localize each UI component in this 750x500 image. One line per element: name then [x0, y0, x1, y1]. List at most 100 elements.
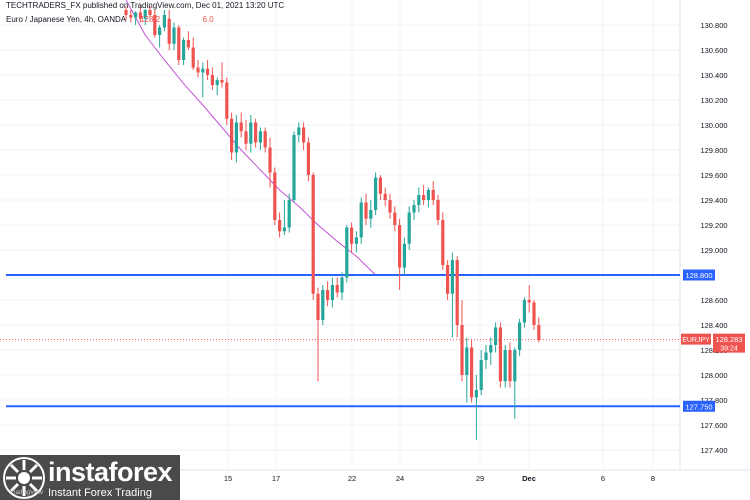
symbol-badge — [681, 333, 711, 345]
candle-body — [196, 67, 200, 73]
candle-body — [186, 40, 190, 48]
candle-body — [287, 200, 291, 228]
candle-body — [162, 15, 166, 28]
symbol-title: Euro / Japanese Yen, 4h, OANDA 128.2 6.0 — [6, 15, 214, 24]
candle-body — [302, 127, 306, 143]
candle-body — [407, 212, 411, 244]
instaforex-brand: instaforex — [48, 457, 173, 487]
candle-body — [441, 220, 445, 265]
date-tick-label: 24 — [396, 474, 404, 483]
level-price-badge — [683, 269, 715, 281]
candle-body — [158, 27, 162, 35]
candle-body — [210, 75, 214, 85]
candle-body — [503, 350, 507, 382]
candles — [124, 6, 541, 440]
candle-body — [220, 80, 224, 83]
date-tick-label: 22 — [348, 474, 356, 483]
price-tick-label: 127.400 — [700, 446, 727, 455]
candle-body — [455, 260, 459, 325]
candle-body — [268, 147, 272, 173]
candle-body — [532, 302, 536, 325]
current-price-marker: EURJPY 128.283 39:24 — [0, 333, 745, 353]
candle-body — [426, 190, 430, 200]
candle-body — [177, 27, 181, 60]
candle-body — [518, 322, 522, 350]
candle-body — [479, 360, 483, 390]
price-tick-label: 127.600 — [700, 421, 727, 430]
instaforex-tagline: Instant Forex Trading — [48, 487, 152, 499]
date-tick-label: 17 — [272, 474, 280, 483]
candle-body — [340, 277, 344, 293]
candle-body — [239, 122, 243, 132]
candle-body — [167, 18, 171, 44]
candle-body — [273, 172, 277, 220]
candle-body — [378, 177, 382, 194]
candle-body — [513, 350, 517, 382]
symbol-line: Euro / Japanese Yen, 4h, OANDA — [6, 15, 126, 24]
candle-body — [254, 122, 258, 143]
candle-body — [383, 193, 387, 200]
candle-body — [292, 135, 296, 200]
candle-body — [364, 202, 368, 219]
ohlc-value: 128.2 — [140, 15, 161, 24]
date-tick-label: Dec — [522, 474, 536, 483]
candle-body — [498, 327, 502, 382]
level-price-badge — [683, 400, 715, 412]
candle-body — [278, 220, 282, 232]
candle-body — [258, 131, 262, 143]
date-tick-label: 6 — [601, 474, 605, 483]
candle-body — [422, 195, 426, 200]
candle-body — [326, 290, 330, 300]
candle-body — [388, 200, 392, 213]
publisher-line: TECHTRADERS_FX published on TradingView.… — [6, 1, 285, 10]
candle-body — [129, 15, 133, 18]
price-tick-label: 127.800 — [700, 396, 727, 405]
price-tick-label: 130.800 — [700, 21, 727, 30]
candle-body — [527, 300, 531, 303]
candle-body — [234, 122, 238, 153]
candle-body — [172, 27, 176, 44]
candle-body — [134, 12, 138, 18]
candle-body — [537, 325, 541, 340]
price-tick-label: 130.000 — [700, 121, 727, 130]
candle-body — [508, 350, 512, 382]
candle-body — [354, 237, 358, 244]
date-tick-label: 15 — [224, 474, 232, 483]
price-tick-label: 129.400 — [700, 196, 727, 205]
level-price-label: 127.750 — [685, 402, 712, 411]
candle-body — [412, 205, 416, 213]
candle-body — [489, 345, 493, 353]
candle-body — [191, 47, 195, 68]
candle-body — [484, 352, 488, 360]
candle-body — [143, 10, 147, 19]
candle-body — [225, 82, 229, 119]
current-price-label: 128.283 — [715, 335, 742, 344]
candle-body — [374, 177, 378, 210]
candle-body — [431, 190, 435, 200]
candle-body — [138, 12, 142, 19]
price-tick-label: 129.600 — [700, 171, 727, 180]
candle-body — [153, 15, 157, 35]
price-tick-label: 130.600 — [700, 46, 727, 55]
candle-body — [359, 202, 363, 238]
level-price-label: 128.800 — [685, 271, 712, 280]
price-tick-label: 128.400 — [700, 321, 727, 330]
candle-body — [436, 200, 440, 220]
candle-body — [494, 327, 498, 345]
candle-body — [369, 210, 373, 219]
price-tick-label: 128.000 — [700, 371, 727, 380]
candle-body — [460, 325, 464, 375]
candle-body — [311, 175, 315, 294]
candle-body — [148, 10, 152, 15]
candle-body — [335, 285, 339, 293]
time-axis[interactable]: 15 17 22 24 29 Dec 6 8 — [224, 474, 655, 483]
price-tick-label: 129.200 — [700, 221, 727, 230]
candle-body — [330, 285, 334, 300]
candle-body — [263, 131, 267, 148]
candle-body — [398, 225, 402, 268]
candle-body — [446, 265, 450, 294]
candle-body — [470, 347, 474, 398]
candle-body — [206, 68, 210, 75]
